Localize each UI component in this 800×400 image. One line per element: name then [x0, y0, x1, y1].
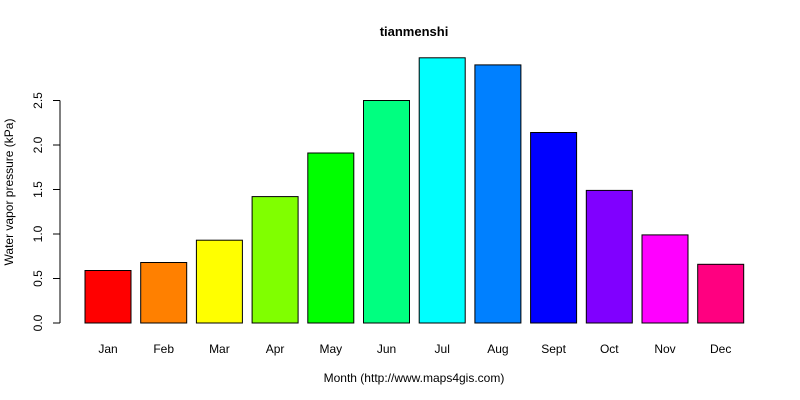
x-tick-label-may: May [319, 342, 342, 356]
bar-mar [195, 239, 243, 324]
y-tick-label: 1.5 [31, 181, 45, 198]
x-tick-label-apr: Apr [266, 342, 285, 356]
x-tick-labels: Jan Feb Mar Apr May Jun Jul Aug Sept Oct Nov Dec [98, 342, 731, 356]
bar-dec [697, 263, 745, 324]
x-tick-label-jun: Jun [377, 342, 396, 356]
x-tick-label-nov: Nov [654, 342, 675, 356]
y-axis: 0.0 0.5 1.0 1.5 2.0 2.5 [31, 92, 61, 331]
x-axis-label: Month (http://www.maps4gis.com) [324, 371, 505, 385]
bar-jul [418, 57, 466, 324]
y-tick-label: 1.0 [31, 225, 45, 242]
y-tick-label: 0.5 [31, 270, 45, 287]
bars-group [84, 57, 745, 324]
y-tick-label: 2.0 [31, 136, 45, 153]
bar-feb [140, 262, 188, 324]
x-tick-label-jul: Jul [435, 342, 450, 356]
y-tick-label: 0.0 [31, 314, 45, 331]
x-tick-label-aug: Aug [487, 342, 508, 356]
bar-aug [474, 64, 522, 324]
y-axis-label: Water vapor pressure (kPa) [2, 119, 16, 266]
x-tick-label-mar: Mar [209, 342, 230, 356]
x-tick-label-sept: Sept [541, 342, 566, 356]
bar-oct [585, 189, 633, 324]
bar-apr [251, 196, 299, 324]
x-tick-label-feb: Feb [153, 342, 174, 356]
y-tick-label: 2.5 [31, 92, 45, 109]
bar-may [307, 152, 355, 324]
bar-sept [530, 132, 578, 324]
chart-title: tianmenshi [380, 24, 449, 39]
x-tick-label-oct: Oct [600, 342, 619, 356]
bar-nov [641, 234, 689, 324]
x-tick-label-dec: Dec [710, 342, 731, 356]
x-tick-label-jan: Jan [98, 342, 117, 356]
bar-jun [363, 100, 410, 324]
bar-jan [84, 270, 132, 324]
